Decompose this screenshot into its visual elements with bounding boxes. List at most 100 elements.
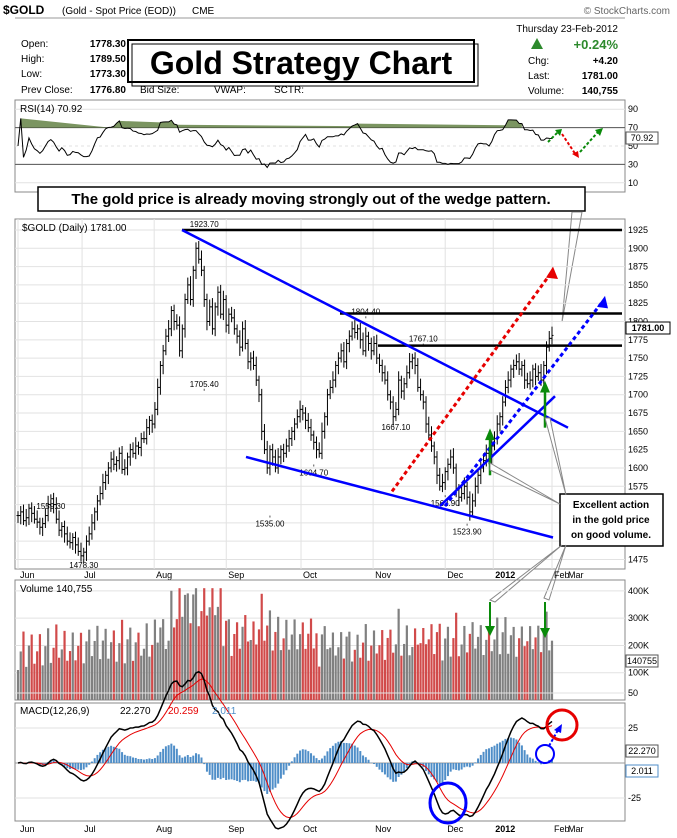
month-label: Jun (20, 570, 35, 580)
macd-value-box (625, 744, 659, 758)
volume-bar (455, 612, 458, 700)
macd-histogram-bar (60, 763, 63, 766)
macd-histogram-bar (118, 748, 121, 763)
month-label: Dec (447, 824, 464, 834)
volume-bar (277, 616, 280, 700)
macd-histogram-bar (219, 763, 222, 780)
price-tick-label: 1775 (628, 335, 648, 345)
macd-histogram-bar (488, 748, 491, 763)
volume-panel: 100K 200K 300K 400K Volume 140,755 140755 (14, 579, 659, 701)
volume-bar (271, 650, 274, 700)
month-label: Aug (156, 824, 172, 834)
stat-last-label: Last: (528, 71, 550, 82)
month-label: Jun (20, 824, 35, 834)
macd-histogram-bar (386, 763, 389, 778)
macd-histogram-bar (408, 763, 411, 765)
volume-bar (331, 632, 335, 700)
volume-bar (159, 627, 162, 700)
macd-histogram-bar (405, 763, 408, 769)
volume-value-box (625, 654, 659, 668)
macd-histogram-bar (121, 752, 124, 763)
volume-bar (214, 615, 217, 700)
volume-bar (123, 663, 126, 700)
macd-label: MACD(12,26,9) (20, 706, 89, 717)
price-tick-label: 1900 (628, 243, 648, 253)
volume-bar (405, 625, 408, 700)
volume-bar (490, 651, 493, 700)
price-tick-label: 1875 (628, 262, 648, 272)
volume-bar (315, 633, 318, 700)
macd-histogram-bar (290, 761, 293, 763)
macd-histogram-bar (463, 763, 466, 768)
rsi-tick-label: 10 (628, 178, 638, 188)
volume-tick-label: 400K (628, 586, 649, 596)
macd-histogram-bar (181, 757, 184, 763)
macd-histogram-bar (362, 755, 365, 763)
volume-bar (257, 629, 261, 700)
volume-bar (416, 644, 419, 700)
volume-annotation-line-3: on good volume. (571, 530, 651, 541)
volume-bar (304, 648, 307, 700)
volume-bar (441, 660, 444, 700)
volume-bar (25, 666, 28, 700)
volume-bar (326, 649, 329, 700)
volume-annotation-line-2: in the gold price (572, 515, 650, 526)
price-point-label: 1705.40 (190, 380, 219, 389)
volume-bar (82, 663, 85, 700)
volume-bar (162, 619, 165, 700)
macd-histogram-bar (509, 737, 512, 763)
macd-tick-label: 50 (628, 688, 638, 698)
macd-histogram-bar (101, 749, 104, 763)
macd-histogram-bar (345, 742, 348, 763)
month-label: Jul (84, 570, 96, 580)
macd-histogram-bar (211, 763, 214, 780)
stats-right: Thursday 23-Feb-2012 +0.24% Chg: +4.20 L… (516, 24, 618, 97)
volume-bar (403, 643, 406, 700)
price-tick-label: 1825 (628, 298, 648, 308)
rsi-panel: 10 30 50 70 90 RSI(14) 70.92 70.92 (14, 99, 659, 193)
volume-bar (164, 649, 167, 700)
stat-high-label: High: (21, 54, 44, 65)
volume-bar (430, 624, 433, 700)
price-tick-label: 1850 (628, 280, 648, 290)
volume-bar (342, 658, 345, 700)
rsi-tick-label: 30 (628, 159, 638, 169)
volume-bar (334, 655, 337, 700)
macd-histogram-bar (153, 758, 156, 763)
volume-bar (22, 631, 25, 700)
volume-bar (397, 608, 400, 700)
macd-histogram-bar (438, 763, 441, 784)
macd-histogram-bar (529, 757, 532, 763)
stat-prevclose-label: Prev Close: (21, 85, 73, 96)
volume-bar (156, 642, 159, 700)
volume-bar (487, 628, 491, 700)
month-label: Mar (568, 570, 584, 580)
volume-bar (71, 632, 74, 700)
volume-bar (471, 622, 474, 700)
month-label: Aug (156, 570, 172, 580)
price-frame (14, 218, 626, 570)
macd-histogram-bar (225, 763, 228, 780)
volume-bar (38, 634, 42, 700)
macd-histogram-bar (296, 753, 299, 763)
macd-histogram-bar (498, 742, 501, 763)
macd-histogram-bar (208, 763, 211, 775)
volume-bar (208, 607, 211, 700)
macd-blue-arrow (548, 729, 559, 747)
price-tick-label: 1575 (628, 481, 648, 491)
price-tick-label: 1700 (628, 390, 648, 400)
volume-bar (498, 654, 502, 700)
bid-size-label: Bid Size: (140, 85, 179, 96)
volume-bar (493, 639, 496, 700)
macd-histogram-bar (112, 746, 115, 763)
stat-high-value: 1789.50 (90, 54, 127, 65)
volume-bar (531, 649, 534, 700)
volume-bar (309, 618, 313, 700)
macd-histogram-bar (433, 763, 436, 780)
volume-bar (424, 644, 428, 700)
title-box (127, 39, 475, 83)
volume-callout-pointer-3 (488, 544, 563, 603)
volume-bar (329, 647, 332, 700)
rsi-overbought-fill (20, 118, 522, 128)
volume-bar (433, 654, 436, 700)
